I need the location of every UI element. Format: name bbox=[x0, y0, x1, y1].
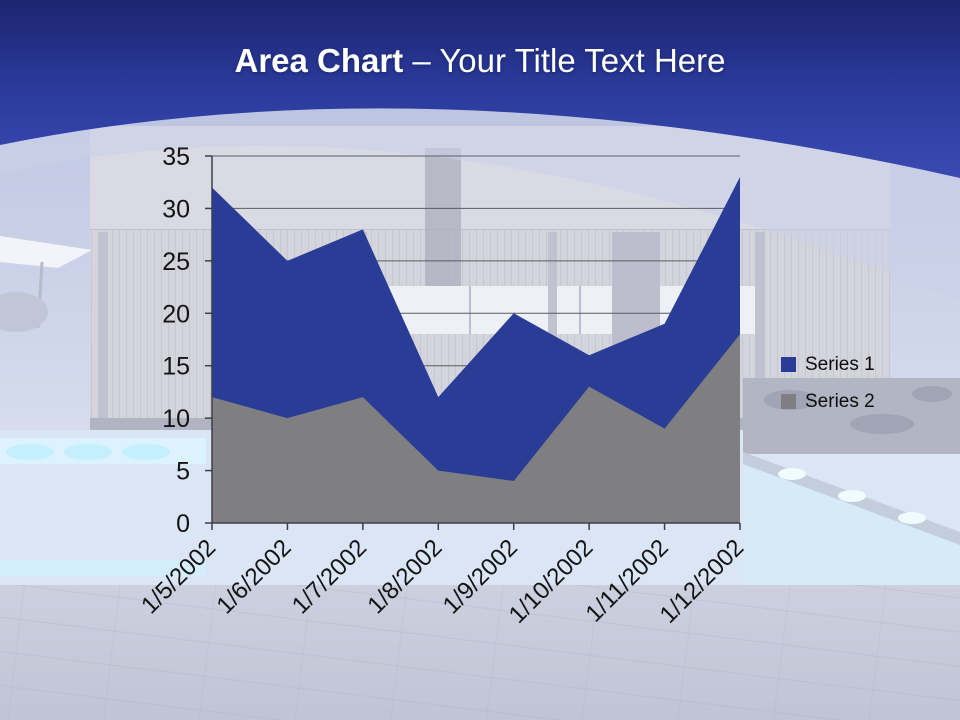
x-axis-label-3: 1/8/2002 bbox=[362, 534, 447, 619]
x-axis-label-1: 1/6/2002 bbox=[212, 534, 297, 619]
header-arc bbox=[0, 0, 960, 178]
slide-title-rest: – Your Title Text Here bbox=[403, 42, 726, 79]
x-axis-label-2: 1/7/2002 bbox=[287, 534, 372, 619]
umbrella bbox=[0, 236, 92, 268]
legend: Series 1 Series 2 bbox=[781, 352, 875, 426]
y-axis-label-25: 25 bbox=[162, 248, 190, 276]
legend-label: Series 2 bbox=[805, 390, 875, 412]
y-axis-label-35: 35 bbox=[162, 143, 190, 171]
y-axis-label-0: 0 bbox=[176, 510, 190, 538]
y-axis-label-20: 20 bbox=[162, 300, 190, 328]
area-series-2 bbox=[212, 334, 740, 523]
slide-title: Area Chart – Your Title Text Here bbox=[0, 38, 960, 84]
legend-item-series-2: Series 2 bbox=[781, 389, 875, 413]
y-axis-label-15: 15 bbox=[162, 353, 190, 381]
legend-swatch-icon bbox=[781, 393, 796, 409]
y-axis-label-5: 5 bbox=[176, 458, 190, 486]
legend-swatch-icon bbox=[781, 356, 796, 372]
legend-item-series-1: Series 1 bbox=[781, 352, 875, 376]
legend-label: Series 1 bbox=[805, 353, 875, 375]
x-axis-label-0: 1/5/2002 bbox=[136, 534, 221, 619]
y-axis-label-10: 10 bbox=[162, 405, 190, 433]
pool-right bbox=[743, 452, 960, 590]
y-axis-label-30: 30 bbox=[162, 195, 190, 223]
slide-title-bold: Area Chart bbox=[234, 42, 404, 79]
